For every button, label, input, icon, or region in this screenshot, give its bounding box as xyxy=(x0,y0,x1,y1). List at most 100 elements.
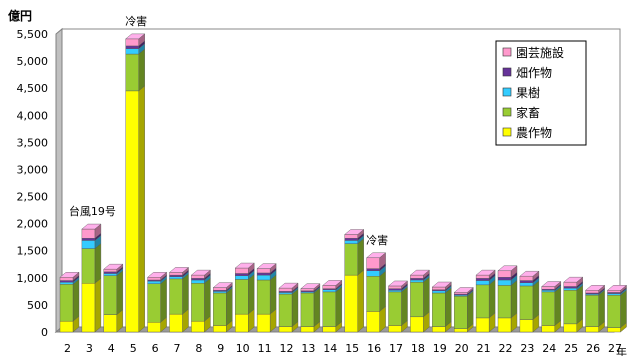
bar-top-7 xyxy=(168,267,190,273)
y-axis: 0 500 1,000 1,500 2,000 2,500 3,000 3,500 4,000 4… xyxy=(17,28,49,339)
bar-segment-2-1 xyxy=(59,278,80,322)
bar-top-12 xyxy=(278,282,299,289)
x-tick-label: 9 xyxy=(217,342,224,355)
bar-segment-10-0 xyxy=(234,308,255,333)
x-tick-label: 2 xyxy=(64,342,71,355)
bar-segment-3-0 xyxy=(81,277,102,333)
legend-label: 農作物 xyxy=(516,126,552,140)
bar-stack-22 xyxy=(497,265,518,333)
bar-segment-16-1 xyxy=(366,270,386,312)
x-tick-label: 21 xyxy=(477,342,491,355)
x-tick-label: 15 xyxy=(345,342,359,355)
bar-top-22 xyxy=(497,265,518,271)
bar-top-11 xyxy=(256,263,277,269)
bar-segment-4-0 xyxy=(103,309,124,333)
bar-segment-11-0 xyxy=(256,308,277,333)
bar-segment-22-0 xyxy=(497,312,518,333)
bar-stack-12 xyxy=(278,282,299,333)
x-tick-label: 16 xyxy=(367,342,381,355)
x-tick-label: 23 xyxy=(520,342,534,355)
bar-top-6 xyxy=(147,272,168,278)
bar-top-4 xyxy=(103,263,124,270)
bar-stack-16 xyxy=(366,252,387,333)
bar-top-8 xyxy=(190,269,211,276)
legend-swatch xyxy=(502,87,512,97)
bar-segment-24-1 xyxy=(541,286,561,326)
bar-segment-15-1 xyxy=(344,238,364,276)
bar-stack-9 xyxy=(212,282,233,333)
x-tick-label: 6 xyxy=(152,342,159,355)
legend-swatch xyxy=(502,127,512,137)
x-tick-label: 10 xyxy=(236,342,250,355)
x-tick-label: 11 xyxy=(258,342,272,355)
bar-top-10 xyxy=(234,262,255,269)
bar-segment-18-1 xyxy=(410,276,430,318)
y-tick-label: 2,000 xyxy=(17,218,49,231)
x-axis: 2 3 4 5 6 7 8 9 10 11 12 13 14 15 16 17 18 19 20 21 22 23 24 25… xyxy=(64,342,622,355)
bar-stack-20 xyxy=(453,287,474,333)
annotation-label: 冷害 xyxy=(366,233,388,247)
legend-item: 家畜 xyxy=(502,105,540,120)
x-tick-label: 19 xyxy=(433,342,447,355)
x-tick-label: 20 xyxy=(455,342,469,355)
legend-label: 園芸施設 xyxy=(516,45,564,60)
bar-segment-14-1 xyxy=(322,286,342,328)
bar-top-14 xyxy=(322,280,343,286)
bar-top-16 xyxy=(366,252,387,258)
bar-segment-3-2 xyxy=(81,235,102,249)
bar-stack-13 xyxy=(300,283,321,333)
legend-item: 果樹 xyxy=(502,86,540,100)
x-tick-label: 13 xyxy=(301,342,315,355)
legend-label: 家畜 xyxy=(516,105,540,120)
bar-segment-22-1 xyxy=(497,279,518,319)
bar-segment-20-1 xyxy=(454,290,474,330)
legend-swatch xyxy=(502,107,512,117)
bar-top-20 xyxy=(453,287,474,293)
bar-segment-25-3 xyxy=(563,281,583,289)
x-tick-label: 5 xyxy=(130,342,137,355)
bar-stack-21 xyxy=(475,269,496,333)
y-tick-label: 4,500 xyxy=(17,82,49,95)
bar-stack-2 xyxy=(59,271,80,333)
bar-stack-11 xyxy=(256,263,277,333)
bar-segment-23-1 xyxy=(519,280,540,320)
bar-segment-27-1 xyxy=(607,289,627,329)
y-tick-label: 3,000 xyxy=(17,163,49,176)
legend-swatch xyxy=(502,67,512,77)
bar-stack-3 xyxy=(81,223,102,333)
bar-segment-11-1 xyxy=(256,274,277,315)
bar-stack-7 xyxy=(168,266,190,333)
y-tick-label: 0 xyxy=(41,326,48,339)
bar-segment-25-1 xyxy=(563,284,583,325)
annotation-label: 冷害 xyxy=(125,14,147,28)
x-tick-label: 12 xyxy=(280,342,294,355)
x-tick-label: 24 xyxy=(542,342,556,355)
x-unit-label: 年 xyxy=(616,345,627,356)
bar-top-24 xyxy=(541,281,562,287)
x-tick-label: 3 xyxy=(86,342,93,355)
bar-top-25 xyxy=(563,276,584,283)
x-tick-label: 18 xyxy=(411,342,425,355)
bar-top-19 xyxy=(431,281,452,288)
bar-segment-13-1 xyxy=(300,287,321,328)
bar-top-27 xyxy=(606,285,628,291)
bar-segment-19-1 xyxy=(432,287,452,328)
x-tick-label: 4 xyxy=(108,342,115,355)
bar-stack-8 xyxy=(190,269,211,333)
bar-segment-6-0 xyxy=(147,316,167,333)
bar-segment-12-1 xyxy=(278,288,299,328)
bar-stack-19 xyxy=(431,281,452,333)
bar-stack-5 xyxy=(125,33,146,333)
y-tick-label: 1,500 xyxy=(17,245,49,258)
x-tick-label: 17 xyxy=(389,342,403,355)
bars xyxy=(59,33,628,333)
bar-segment-26-2 xyxy=(585,288,605,296)
bar-segment-6-1 xyxy=(147,278,167,323)
bar-stack-24 xyxy=(541,281,562,333)
bar-stack-15 xyxy=(344,229,365,333)
legend-swatch xyxy=(502,47,512,57)
